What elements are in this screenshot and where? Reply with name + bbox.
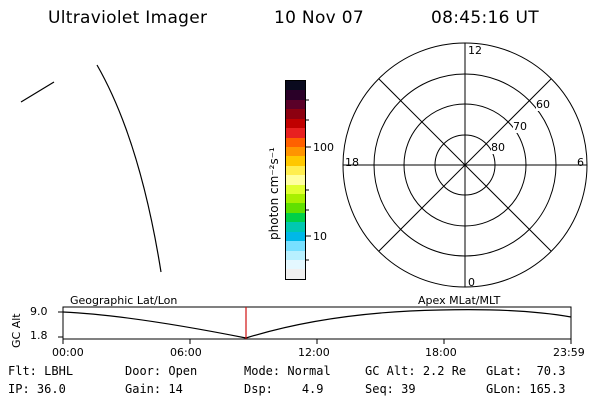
colorbar-band <box>286 194 305 204</box>
colorbar-band <box>286 118 305 129</box>
timeline-y-min: 1.8 <box>30 329 48 342</box>
x-tick-2359: 23:59 <box>553 346 585 359</box>
colorbar-band <box>286 128 305 138</box>
mlt-label-18: 18 <box>345 156 359 169</box>
colorbar-band <box>286 250 305 261</box>
colorbar-band <box>286 241 305 251</box>
status-glat: GLat: 70.3 <box>486 364 566 378</box>
colorbar-band <box>286 231 305 242</box>
mlt-label-6: 6 <box>577 156 584 169</box>
lat-label-80: 80 <box>491 141 505 154</box>
status-ip: IP: 36.0 <box>8 382 66 396</box>
coastline-segment <box>96 64 162 273</box>
x-tick-1200: 12:00 <box>298 346 330 359</box>
colorbar-band <box>286 269 305 279</box>
colorbar-band <box>286 184 305 195</box>
colorbar-band <box>286 146 305 157</box>
date-label: 10 Nov 07 <box>274 8 364 28</box>
status-gain: Gain: 14 <box>125 382 183 396</box>
x-tick-0000: 00:00 <box>52 346 84 359</box>
colorbar-band <box>286 175 305 185</box>
timeline-left-caption: Geographic Lat/Lon <box>70 294 178 307</box>
status-mode: Mode: Normal <box>244 364 331 378</box>
timeline-right-caption: Apex MLat/MLT <box>418 294 501 307</box>
mlt-label-0: 0 <box>468 276 475 289</box>
status-glon: GLon: 165.3 <box>486 382 566 396</box>
lat-label-60: 60 <box>536 98 550 111</box>
status-flt: Flt: LBHL <box>8 364 74 378</box>
colorbar-band <box>286 109 305 119</box>
x-tick-1800: 18:00 <box>425 346 457 359</box>
lat-label-70: 70 <box>513 120 527 133</box>
colorbar-band <box>286 203 305 213</box>
colorbar-tick-100: 100 <box>313 141 334 154</box>
colorbar-band <box>286 90 305 100</box>
colorbar-band <box>286 99 305 110</box>
timeline-y-max: 9.0 <box>30 305 48 318</box>
colorbar-band <box>286 165 305 176</box>
app-title: Ultraviolet Imager <box>48 8 208 28</box>
mlt-label-12: 12 <box>468 44 482 57</box>
status-door: Door: Open <box>125 364 198 378</box>
time-label: 08:45:16 UT <box>431 8 539 28</box>
colorbar-band <box>286 260 305 270</box>
colorbar-tick-10: 10 <box>313 230 327 243</box>
status-seq: Seq: 39 <box>365 382 416 396</box>
status-dsp: Dsp: 4.9 <box>244 382 324 396</box>
colorbar-band <box>286 156 305 166</box>
colorbar-band <box>286 81 305 91</box>
colorbar-band <box>286 222 305 232</box>
status-gc-alt: GC Alt: 2.2 Re <box>365 364 467 378</box>
altitude-curve <box>62 309 572 339</box>
colorbar <box>285 80 306 280</box>
colorbar-band <box>286 212 305 223</box>
colorbar-band <box>286 137 305 147</box>
x-tick-0600: 06:00 <box>170 346 202 359</box>
coastline-segment <box>20 81 55 103</box>
